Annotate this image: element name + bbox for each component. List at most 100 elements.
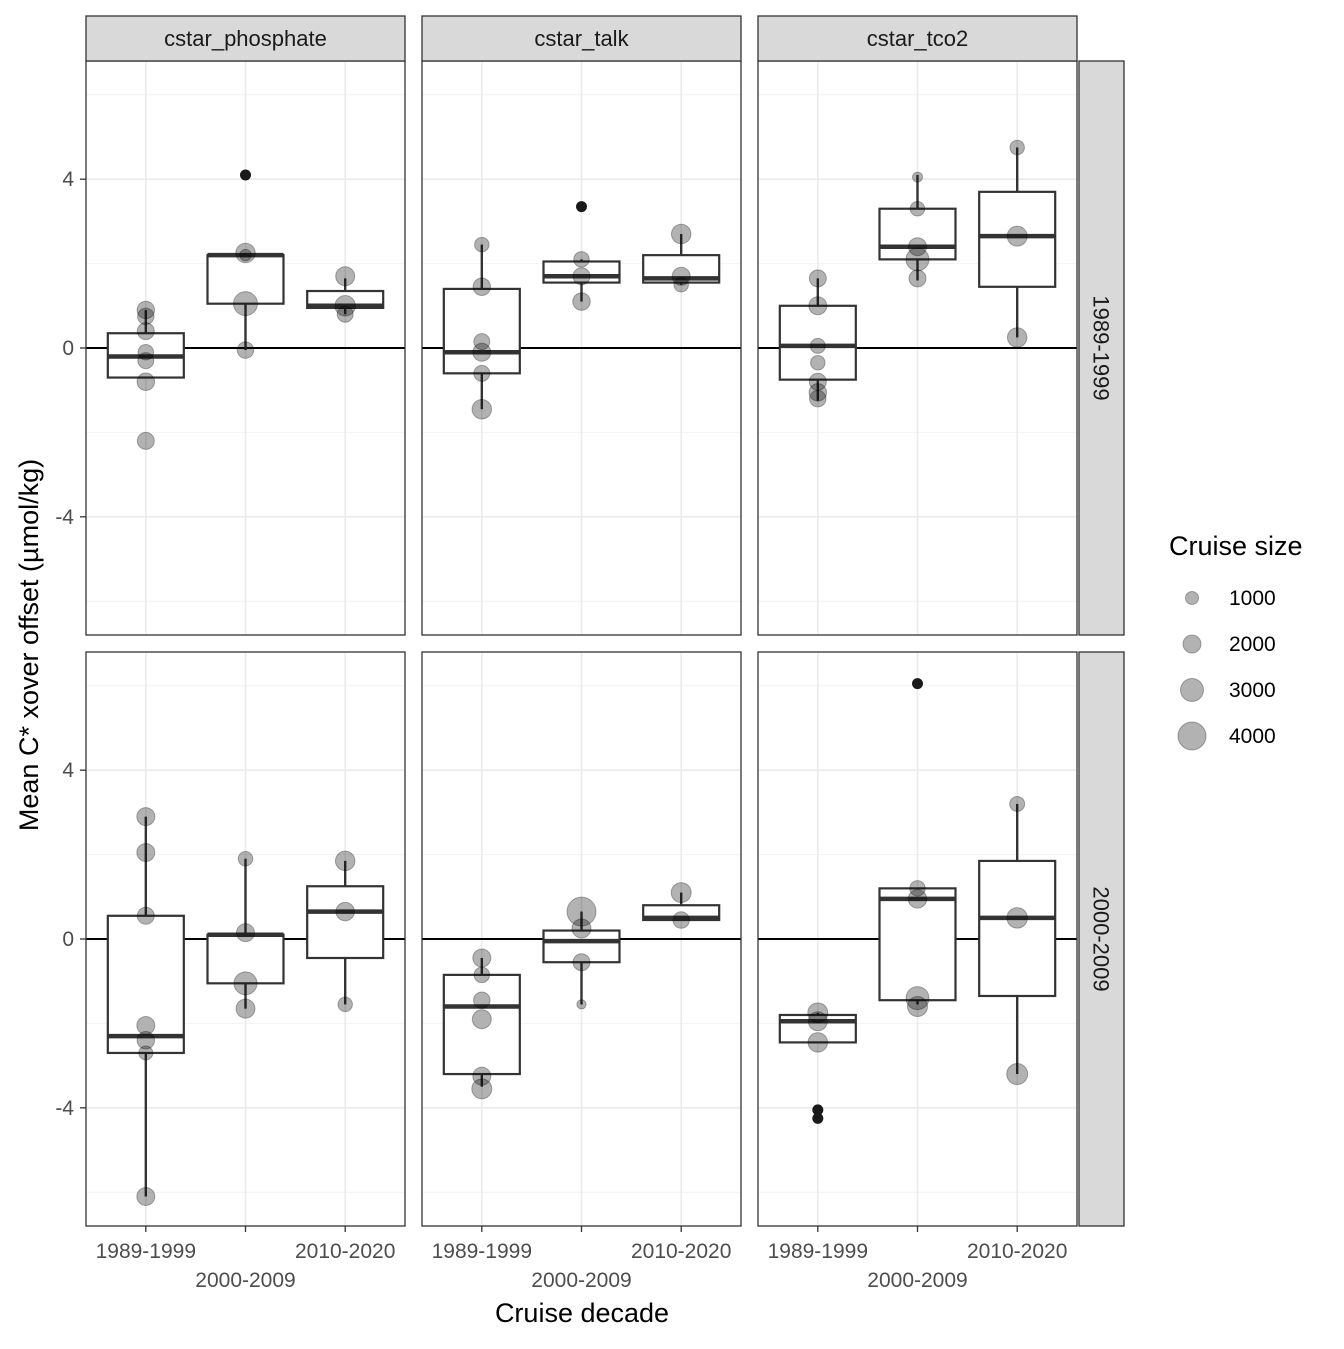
data-point bbox=[136, 431, 155, 450]
data-point bbox=[809, 389, 827, 408]
strip-label: 1989-1999 bbox=[1089, 295, 1114, 400]
data-point bbox=[566, 896, 597, 927]
interquartile-box bbox=[442, 287, 521, 375]
interquartile-box bbox=[542, 929, 621, 964]
data-point bbox=[473, 991, 491, 1009]
data-point bbox=[670, 223, 692, 245]
column-strip-cstar_talk: cstar_talk bbox=[421, 15, 742, 62]
box-2010-2020 bbox=[642, 223, 721, 293]
box-1989-1999 bbox=[778, 1002, 857, 1124]
data-point bbox=[571, 918, 592, 939]
strip-label: cstar_talk bbox=[534, 26, 629, 51]
box-1989-1999 bbox=[442, 236, 521, 420]
data-point bbox=[136, 906, 155, 925]
data-point bbox=[136, 372, 156, 392]
data-point bbox=[474, 236, 490, 253]
x-tick-label: 2010-2020 bbox=[967, 1240, 1067, 1263]
data-point bbox=[808, 372, 827, 391]
data-point bbox=[236, 341, 255, 359]
strip-label: cstar_tco2 bbox=[867, 26, 969, 51]
x-tick-label: 2010-2020 bbox=[631, 1240, 731, 1263]
data-point bbox=[810, 355, 826, 371]
outlier-point bbox=[812, 1112, 824, 1124]
data-point bbox=[573, 251, 590, 268]
data-point bbox=[472, 1066, 492, 1086]
box-2000-2009 bbox=[878, 171, 957, 288]
row-strip-2000-2009: 2000-2009 bbox=[1078, 651, 1125, 1227]
box-1989-1999 bbox=[106, 807, 185, 1206]
y-tick-label: 0 bbox=[62, 337, 74, 360]
data-point bbox=[1006, 225, 1028, 247]
data-point bbox=[137, 343, 155, 361]
interquartile-box bbox=[978, 859, 1057, 998]
interquartile-box bbox=[878, 887, 957, 1002]
data-point bbox=[233, 971, 258, 996]
data-point bbox=[136, 1186, 156, 1206]
box-2010-2020 bbox=[306, 266, 385, 323]
legend-title: Cruise size bbox=[1169, 531, 1303, 561]
data-point bbox=[912, 171, 923, 183]
y-axis-title: Mean C* xover offset (µmol/kg) bbox=[14, 459, 44, 831]
facet-panel-cstar_talk-1989-1999 bbox=[421, 60, 742, 636]
data-point bbox=[472, 948, 492, 968]
data-point bbox=[136, 322, 155, 341]
legend-size-key bbox=[1182, 634, 1202, 654]
data-point bbox=[809, 337, 826, 354]
data-point bbox=[909, 880, 926, 897]
data-point bbox=[1009, 139, 1025, 156]
data-point bbox=[239, 248, 252, 262]
data-point bbox=[672, 911, 690, 929]
box-1989-1999 bbox=[442, 948, 521, 1100]
box-2010-2020 bbox=[306, 850, 385, 1013]
strip-label: 2000-2009 bbox=[1089, 886, 1114, 991]
data-point bbox=[237, 851, 254, 867]
legend-label: 1000 bbox=[1229, 587, 1276, 610]
data-point bbox=[905, 247, 930, 272]
strip-background bbox=[1078, 651, 1125, 1227]
strip-background bbox=[421, 15, 742, 62]
y-tick-label: 0 bbox=[62, 928, 74, 951]
strip-background bbox=[1078, 60, 1125, 636]
data-point bbox=[138, 1045, 154, 1061]
box-2010-2020 bbox=[978, 795, 1057, 1086]
outlier-point bbox=[912, 678, 923, 690]
legend: Cruise size 1000 2000 3000 4000 bbox=[1169, 531, 1303, 758]
x-tick-label: 1989-1999 bbox=[768, 1240, 868, 1263]
data-point bbox=[671, 266, 691, 286]
data-point bbox=[1006, 1063, 1029, 1086]
box-2000-2009 bbox=[206, 169, 285, 359]
box-2010-2020 bbox=[978, 139, 1057, 348]
strip-background bbox=[757, 15, 1078, 62]
data-point bbox=[807, 1011, 828, 1032]
data-point bbox=[471, 1009, 492, 1030]
column-strip-cstar_phosphate: cstar_phosphate bbox=[85, 15, 406, 62]
facet-panel-cstar_phosphate-1989-1999: -4 0 4 bbox=[55, 60, 406, 636]
y-tick-label: -4 bbox=[55, 1097, 74, 1120]
data-point bbox=[909, 200, 926, 217]
data-point bbox=[807, 1032, 829, 1053]
strip-label: cstar_phosphate bbox=[164, 26, 327, 51]
data-point bbox=[808, 383, 828, 402]
column-strip-cstar_tco2: cstar_tco2 bbox=[757, 15, 1078, 62]
x-tick-label: 1989-1999 bbox=[432, 1240, 532, 1263]
facet-panel-cstar_tco2-1989-1999 bbox=[757, 60, 1078, 636]
interquartile-box bbox=[106, 914, 185, 1055]
y-tick-label: -4 bbox=[55, 506, 74, 529]
interquartile-box bbox=[306, 885, 385, 960]
data-point bbox=[807, 1002, 829, 1024]
interquartile-box bbox=[442, 973, 521, 1076]
x-tick-label: 2010-2020 bbox=[295, 1240, 395, 1263]
box-2000-2009 bbox=[878, 678, 957, 1018]
data-point bbox=[472, 342, 492, 362]
data-point bbox=[337, 996, 353, 1013]
data-point bbox=[236, 923, 255, 943]
data-point bbox=[471, 1078, 493, 1100]
outlier-point bbox=[576, 201, 587, 213]
data-point bbox=[572, 292, 591, 311]
box-2000-2009 bbox=[542, 201, 621, 311]
row-strip-1989-1999: 1989-1999 bbox=[1078, 60, 1125, 636]
